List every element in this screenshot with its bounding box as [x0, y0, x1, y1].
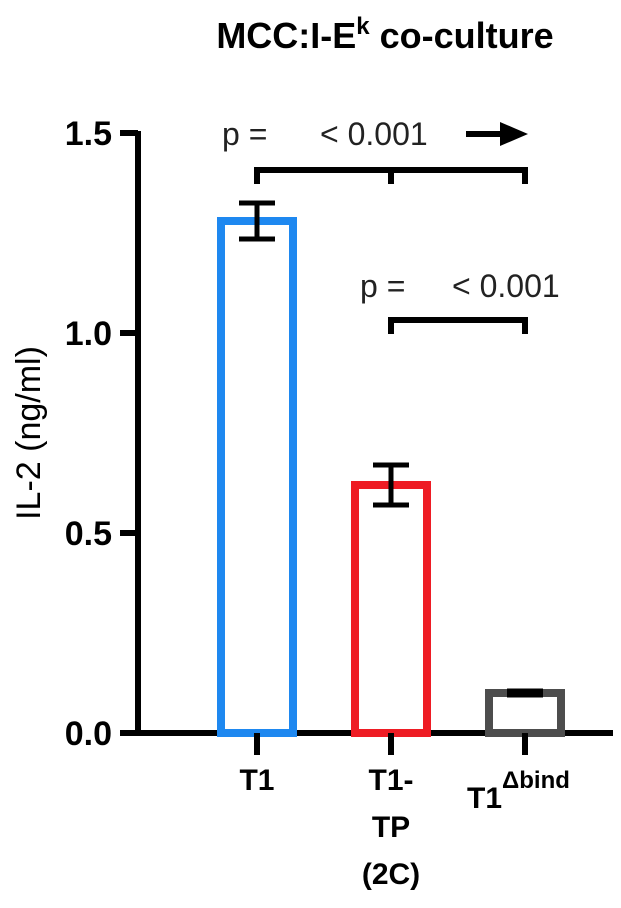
- x-tick-label: T1- TP (2C): [362, 764, 420, 891]
- x-tick-label-superscript: Δbind: [502, 767, 570, 794]
- error-bar: [373, 462, 409, 508]
- chart-title-main: MCC:I-E: [216, 15, 356, 56]
- chart-title-superscript: k: [356, 13, 370, 40]
- x-tick-label-line: T1-: [369, 764, 414, 797]
- p-value-prefix: p =: [360, 268, 405, 304]
- p-value: < 0.001: [320, 116, 428, 152]
- y-ticks: 0.0 0.5 1.0 1.5: [65, 115, 138, 753]
- error-bar: [507, 688, 543, 698]
- x-tick-label-line: T1: [467, 782, 502, 815]
- p-value-prefix: p =: [222, 116, 267, 152]
- significance-annotations: p = < 0.001 p = < 0.001: [222, 116, 560, 334]
- y-axis-label: IL-2 (ng/ml): [10, 346, 48, 520]
- error-bar: [239, 200, 275, 242]
- chart-title: MCC:I-Ek co-culture: [216, 13, 553, 56]
- y-tick-label: 0.0: [65, 715, 112, 753]
- bars: [217, 200, 565, 737]
- chart-title-suffix: co-culture: [370, 15, 554, 56]
- x-tick-label-line: T1: [239, 764, 274, 797]
- significance-bracket: p = < 0.001: [222, 116, 528, 184]
- bar: [485, 689, 565, 737]
- y-tick-label: 1.5: [65, 115, 112, 153]
- bar: [217, 217, 297, 737]
- x-tick-label: T1Δbind: [467, 767, 570, 815]
- y-tick-label: 0.5: [65, 515, 112, 553]
- x-tick-label: T1: [239, 764, 274, 797]
- x-ticks: T1 T1-TP (2C)T1Δbind: [239, 733, 570, 891]
- bar: [351, 481, 431, 737]
- p-value: < 0.001: [452, 268, 560, 304]
- x-tick-label-line: (2C): [362, 858, 420, 891]
- y-tick-label: 1.0: [65, 315, 112, 353]
- arrow-icon: [466, 122, 528, 146]
- x-tick-label-line: TP: [372, 811, 410, 844]
- significance-bracket: p = < 0.001: [360, 268, 560, 334]
